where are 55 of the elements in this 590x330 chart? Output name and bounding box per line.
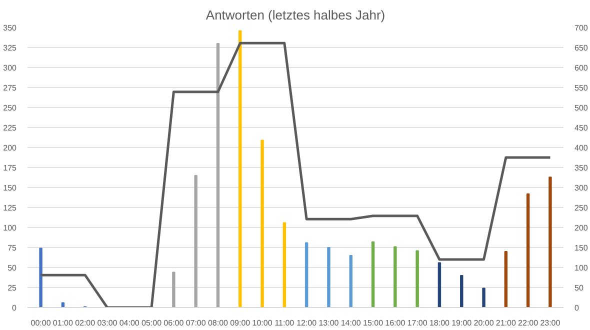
x-tick-label: 01:00 — [52, 318, 74, 328]
y-tick-label: 75 — [8, 244, 18, 252]
x-tick-label: 17:00 — [407, 318, 428, 328]
x-tick-label: 14:00 — [340, 318, 362, 328]
y2-tick-label: 500 — [574, 104, 588, 112]
y-tick-label: 125 — [3, 204, 18, 212]
y2-tick-label: 700 — [574, 24, 588, 32]
y-tick-label: 150 — [3, 184, 18, 192]
x-tick-label: 13:00 — [318, 318, 340, 328]
y-tick-label: 200 — [3, 144, 18, 152]
y2-tick-label: 50 — [574, 284, 584, 292]
x-tick-label: 09:00 — [230, 318, 251, 328]
y-tick-label: 225 — [3, 124, 18, 132]
y2-tick-label: 150 — [574, 244, 588, 252]
y-tick-label: 275 — [3, 84, 18, 92]
x-tick-label: 07:00 — [186, 318, 206, 328]
x-tick-label: 12:00 — [296, 318, 318, 328]
y-tick-label: 250 — [3, 104, 18, 112]
x-tick-label: 02:00 — [75, 318, 96, 328]
y-tick-label: 50 — [8, 264, 18, 272]
x-tick-label: 20:00 — [474, 318, 494, 328]
y2-tick-label: 100 — [574, 264, 588, 272]
y2-tick-label: 350 — [574, 164, 588, 172]
x-tick-label: 00:00 — [30, 318, 52, 328]
x-tick-label: 04:00 — [119, 318, 140, 328]
y-tick-label: 350 — [3, 24, 18, 32]
x-tick-label: 03:00 — [97, 318, 118, 328]
y2-tick-label: 450 — [574, 124, 588, 132]
x-tick-label: 16:00 — [385, 318, 406, 328]
x-tick-label: 05:00 — [142, 318, 162, 328]
x-tick-label: 19:00 — [452, 318, 472, 328]
y2-tick-label: 400 — [574, 144, 588, 152]
y2-tick-label: 200 — [574, 224, 588, 232]
y-tick-label: 300 — [3, 64, 18, 72]
y-tick-label: 25 — [8, 284, 18, 292]
y-tick-label: 0 — [12, 304, 18, 312]
y2-tick-label: 650 — [574, 44, 588, 52]
x-tick-label: 22:00 — [518, 318, 539, 328]
x-tick-label: 15:00 — [363, 318, 384, 328]
y2-tick-label: 550 — [574, 84, 588, 92]
y2-tick-label: 0 — [574, 304, 580, 312]
x-tick-label: 08:00 — [208, 318, 229, 328]
x-tick-label: 18:00 — [429, 318, 450, 328]
x-tick-label: 06:00 — [164, 318, 184, 328]
x-tick-label: 10:00 — [252, 318, 273, 328]
x-tick-label: 23:00 — [540, 318, 561, 328]
x-tick-label: 11:00 — [274, 318, 295, 328]
y-tick-label: 100 — [3, 224, 18, 232]
x-tick-label: 21:00 — [496, 318, 516, 328]
y2-tick-label: 600 — [574, 64, 588, 72]
y-tick-label: 175 — [3, 164, 18, 172]
y2-tick-label: 300 — [574, 184, 588, 192]
y-tick-label: 325 — [3, 44, 18, 52]
y2-tick-label: 250 — [574, 204, 588, 212]
chart-title: Antworten (letztes halbes Jahr) — [206, 8, 386, 22]
